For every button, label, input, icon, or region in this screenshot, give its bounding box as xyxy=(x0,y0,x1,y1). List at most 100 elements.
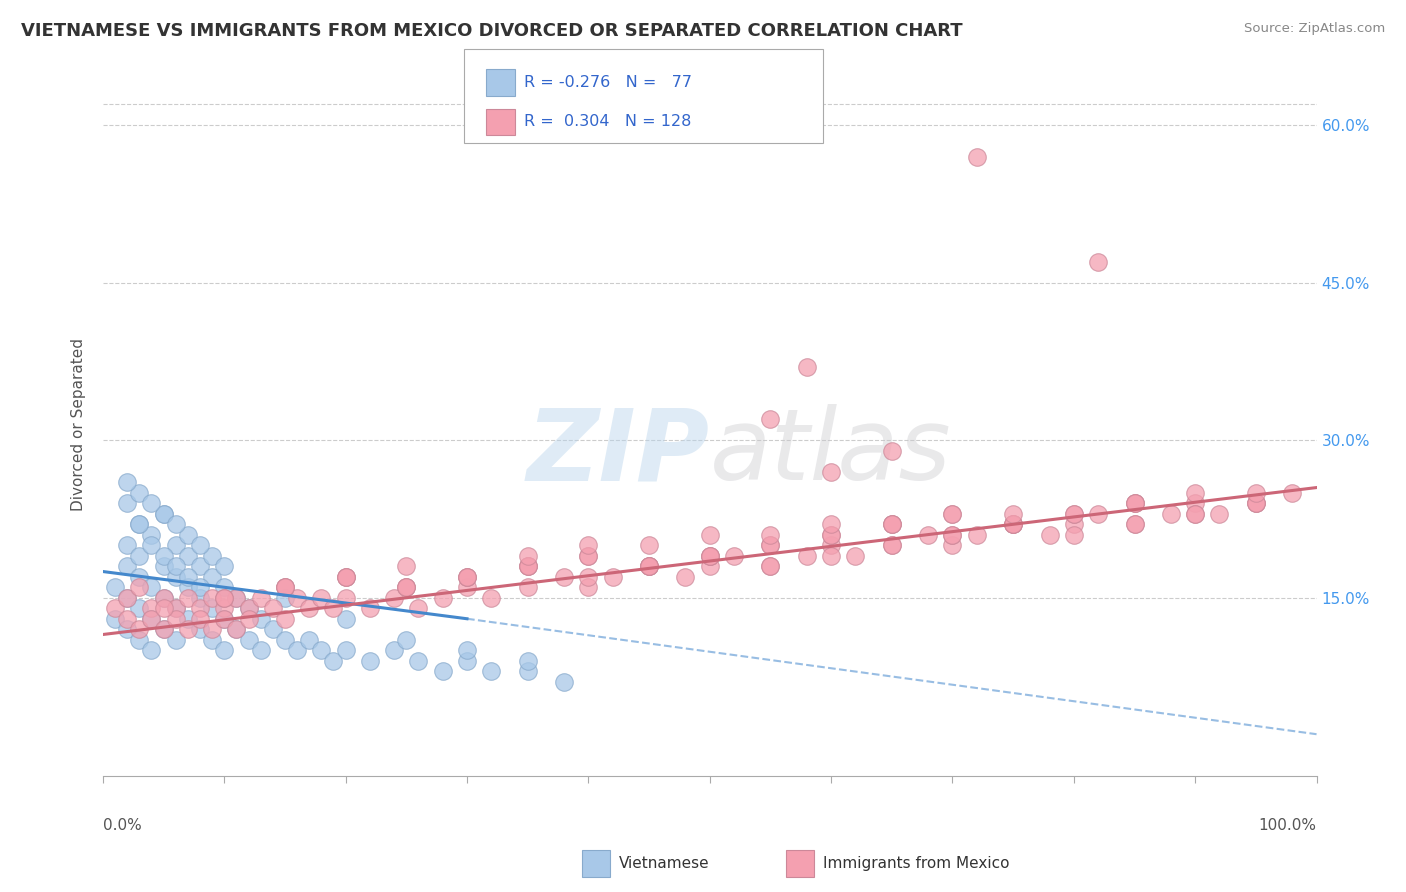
Text: Immigrants from Mexico: Immigrants from Mexico xyxy=(823,856,1010,871)
Point xyxy=(238,612,260,626)
Y-axis label: Divorced or Separated: Divorced or Separated xyxy=(72,338,86,511)
Text: atlas: atlas xyxy=(710,404,952,501)
Point xyxy=(602,570,624,584)
Point xyxy=(820,517,842,532)
Point xyxy=(115,559,138,574)
Point xyxy=(274,580,297,594)
Point xyxy=(188,612,211,626)
Point xyxy=(128,601,150,615)
Point xyxy=(880,517,903,532)
Point xyxy=(675,570,697,584)
Point xyxy=(880,517,903,532)
Point xyxy=(1184,496,1206,510)
Point xyxy=(1244,485,1267,500)
Point xyxy=(1208,507,1230,521)
Point xyxy=(298,632,321,647)
Point xyxy=(165,570,187,584)
Point xyxy=(177,549,200,563)
Point xyxy=(165,601,187,615)
Point xyxy=(128,517,150,532)
Point xyxy=(115,591,138,605)
Point xyxy=(177,591,200,605)
Point xyxy=(335,570,357,584)
Point xyxy=(152,622,174,636)
Point xyxy=(759,412,782,426)
Point xyxy=(177,612,200,626)
Point xyxy=(796,549,818,563)
Point xyxy=(165,612,187,626)
Point xyxy=(638,559,661,574)
Point xyxy=(395,580,418,594)
Point xyxy=(516,549,538,563)
Point xyxy=(576,570,599,584)
Point xyxy=(759,559,782,574)
Point xyxy=(104,601,127,615)
Point xyxy=(238,601,260,615)
Point xyxy=(141,528,163,542)
Point xyxy=(699,549,721,563)
Point xyxy=(188,591,211,605)
Point xyxy=(796,359,818,374)
Point xyxy=(1038,528,1060,542)
Point xyxy=(152,591,174,605)
Point xyxy=(917,528,939,542)
Point xyxy=(408,601,430,615)
Point xyxy=(1063,528,1085,542)
Point xyxy=(335,591,357,605)
Point xyxy=(335,570,357,584)
Point xyxy=(249,612,271,626)
Text: R =  0.304   N = 128: R = 0.304 N = 128 xyxy=(524,114,692,129)
Point xyxy=(214,580,236,594)
Point xyxy=(177,570,200,584)
Point xyxy=(941,507,963,521)
Point xyxy=(1002,517,1025,532)
Point xyxy=(298,601,321,615)
Point xyxy=(115,622,138,636)
Point xyxy=(201,632,224,647)
Point xyxy=(311,643,333,657)
Point xyxy=(177,622,200,636)
Point xyxy=(188,622,211,636)
Point xyxy=(115,538,138,552)
Point xyxy=(699,549,721,563)
Point xyxy=(699,528,721,542)
Point xyxy=(1063,517,1085,532)
Point xyxy=(152,507,174,521)
Point xyxy=(214,612,236,626)
Point xyxy=(201,622,224,636)
Point xyxy=(335,643,357,657)
Point xyxy=(225,622,247,636)
Point xyxy=(201,570,224,584)
Point xyxy=(941,507,963,521)
Point xyxy=(165,517,187,532)
Point xyxy=(128,632,150,647)
Point xyxy=(104,612,127,626)
Point xyxy=(249,643,271,657)
Point xyxy=(141,643,163,657)
Point xyxy=(262,622,284,636)
Point xyxy=(152,559,174,574)
Point xyxy=(128,580,150,594)
Point xyxy=(553,674,575,689)
Point xyxy=(115,496,138,510)
Point xyxy=(638,559,661,574)
Text: 0.0%: 0.0% xyxy=(103,818,142,833)
Point xyxy=(456,580,478,594)
Point xyxy=(141,496,163,510)
Point xyxy=(1123,496,1146,510)
Point xyxy=(576,549,599,563)
Point xyxy=(880,538,903,552)
Point xyxy=(165,632,187,647)
Point xyxy=(1244,496,1267,510)
Point xyxy=(128,517,150,532)
Point xyxy=(576,549,599,563)
Point xyxy=(1123,496,1146,510)
Point xyxy=(966,150,988,164)
Point xyxy=(456,570,478,584)
Point xyxy=(576,580,599,594)
Point xyxy=(274,591,297,605)
Point xyxy=(1002,517,1025,532)
Point xyxy=(262,601,284,615)
Point xyxy=(516,559,538,574)
Point xyxy=(201,591,224,605)
